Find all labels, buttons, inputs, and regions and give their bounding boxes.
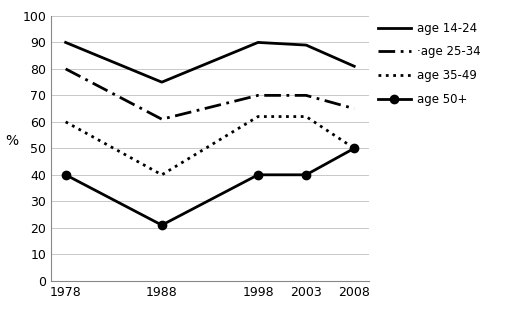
Y-axis label: %: % bbox=[5, 134, 18, 148]
Legend: age 14-24, ·age 25-34, age 35-49, age 50+: age 14-24, ·age 25-34, age 35-49, age 50… bbox=[378, 22, 480, 106]
